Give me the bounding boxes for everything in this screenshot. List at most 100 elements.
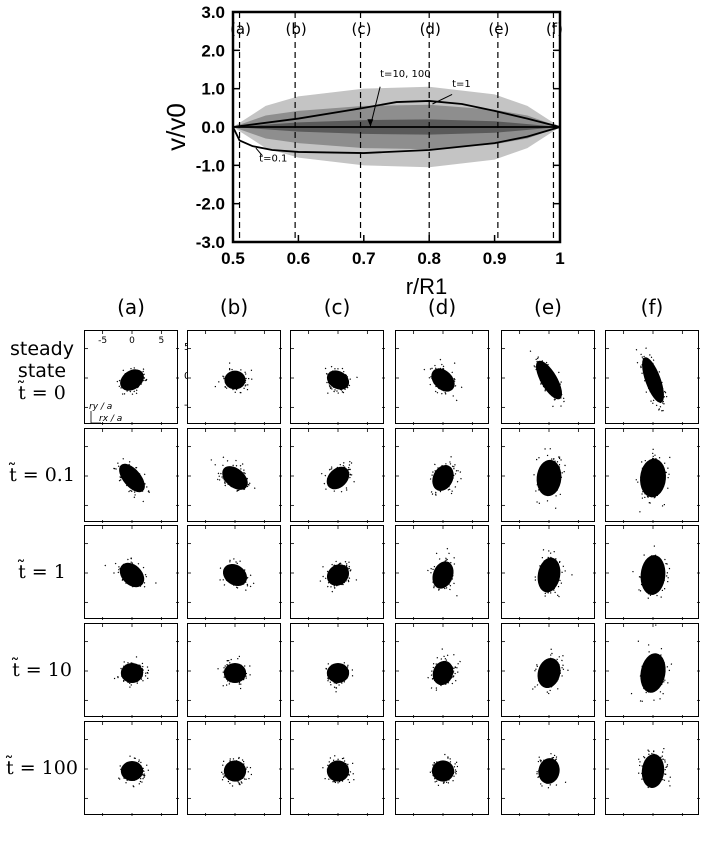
cloud-point	[659, 397, 662, 400]
cloud-point	[238, 782, 240, 784]
cloud-point	[132, 669, 134, 672]
cloud-point	[667, 580, 669, 583]
cloud-point	[122, 378, 125, 380]
cloud-point	[440, 584, 443, 587]
cloud-point	[328, 575, 331, 577]
cloud-point	[432, 581, 434, 583]
cloud-point	[651, 585, 653, 588]
cloud-point	[556, 762, 558, 764]
cloud-point	[235, 459, 237, 462]
cloud-point	[236, 490, 238, 492]
cloud-point	[228, 772, 230, 774]
cloud-point	[660, 758, 662, 761]
cloud-point	[120, 768, 122, 771]
cloud-point	[138, 768, 140, 771]
inset-y-axis-label: ry / a	[89, 402, 112, 412]
cloud-point	[551, 757, 554, 759]
panel-1-0	[84, 428, 179, 523]
cloud-point	[342, 571, 344, 573]
cloud-point	[661, 469, 664, 471]
cloud-point	[133, 382, 135, 384]
cloud-point	[636, 361, 639, 364]
cloud-point	[449, 461, 451, 463]
cloud-point	[218, 475, 221, 478]
cloud-point	[127, 681, 129, 683]
cloud-point	[140, 665, 142, 668]
cloud-point	[227, 579, 230, 582]
cloud-point	[655, 391, 657, 394]
cloud-point	[143, 585, 146, 588]
cloud-point	[136, 773, 138, 775]
cloud-point	[434, 470, 436, 472]
cloud-point	[236, 377, 238, 380]
cloud-core	[537, 657, 561, 689]
cloud-point	[334, 781, 336, 783]
cloud-point	[656, 565, 658, 567]
cloud-point	[131, 393, 134, 395]
cloud-point	[229, 564, 232, 567]
cloud-point	[643, 687, 645, 690]
cloud-point	[549, 763, 551, 765]
cloud-point	[234, 574, 237, 577]
cloud-point	[233, 777, 236, 780]
cloud-point	[557, 585, 560, 588]
cloud-point	[230, 385, 233, 388]
panel-0-2	[290, 330, 385, 425]
cloud-point	[555, 776, 558, 778]
cloud-point	[640, 583, 643, 586]
cloud-point	[551, 394, 553, 396]
cloud-point	[330, 772, 333, 774]
cloud-point	[331, 676, 333, 678]
annotation-1: t=1	[452, 79, 471, 90]
cloud-point	[134, 575, 137, 578]
cloud-point	[650, 471, 652, 474]
cloud-point	[548, 385, 551, 388]
cloud-point	[230, 567, 233, 570]
cloud-point	[246, 583, 249, 586]
cloud-point	[549, 673, 551, 676]
cloud-point	[228, 669, 230, 671]
cloud-point	[646, 769, 649, 771]
cloud-point	[630, 692, 633, 695]
cloud-point	[641, 461, 643, 463]
cloud-scatter	[210, 456, 256, 492]
cloud-point	[650, 677, 652, 680]
cloud-point	[335, 566, 337, 569]
cloud-point	[127, 371, 130, 374]
cloud-point	[341, 771, 343, 773]
cloud-point	[130, 557, 133, 560]
cloud-point	[123, 769, 125, 771]
cloud-point	[246, 485, 249, 488]
cloud-point	[549, 381, 552, 384]
cloud-point	[229, 482, 231, 485]
cloud-point	[335, 560, 337, 563]
cloud-point	[220, 472, 222, 475]
cloud-point	[337, 771, 339, 773]
cloud-point	[547, 462, 550, 465]
annotation-pointer-1	[432, 93, 453, 105]
cloud-point	[553, 397, 556, 399]
cloud-point	[552, 766, 554, 769]
cloud-point	[446, 558, 448, 561]
cloud-point	[134, 681, 136, 683]
cloud-point	[648, 671, 651, 673]
cloud-point	[250, 369, 253, 371]
cloud-point	[251, 378, 253, 380]
cloud-point	[538, 675, 541, 678]
cloud-point	[142, 669, 144, 671]
cloud-point	[559, 579, 561, 582]
cloud-point	[229, 560, 231, 563]
cloud-scatter	[118, 755, 149, 788]
cloud-point	[641, 700, 643, 702]
cloud-point	[221, 771, 223, 773]
cloud-point	[231, 785, 234, 787]
cloud-point	[334, 773, 337, 775]
cloud-point	[564, 781, 567, 783]
cloud-point	[233, 373, 235, 375]
cloud-point	[661, 589, 664, 592]
cloud-point	[558, 468, 560, 471]
cloud-point	[453, 467, 455, 470]
cloud-point	[449, 588, 451, 591]
cloud-point	[136, 384, 139, 387]
cloud-point	[557, 563, 559, 565]
